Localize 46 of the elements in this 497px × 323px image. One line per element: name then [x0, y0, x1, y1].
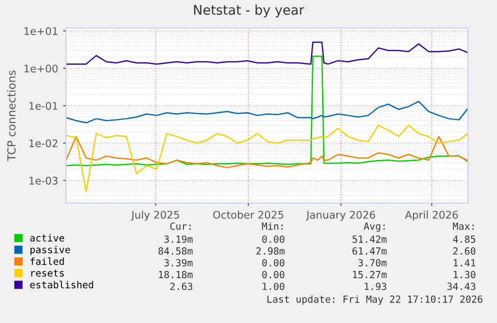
x-tick-label: July 2025: [130, 210, 180, 221]
text: Avg:: [364, 222, 385, 232]
text: 84.58m: [158, 247, 193, 255]
legend-label: passive: [30, 246, 70, 256]
text: 1.00: [262, 282, 284, 290]
text: 3.19m: [164, 235, 193, 243]
line-series: [66, 42, 468, 65]
y-tick-label: 1e-01: [29, 102, 58, 110]
text: 1.93: [364, 282, 386, 290]
line-series: [66, 56, 468, 166]
x-tick-label: April 2026: [404, 210, 458, 221]
line-series: [66, 124, 468, 192]
text: 2.98m: [256, 247, 285, 255]
chart-title: Netstat - by year: [194, 4, 304, 18]
y-tick-label: 1e+00: [24, 64, 58, 72]
text: 0.00: [262, 259, 284, 266]
line-series: [66, 100, 468, 124]
text: 3.39m: [164, 259, 193, 266]
text: Last update: Fri May 22 17:10:17 2026: [267, 295, 482, 305]
x-tick-label: October 2025: [213, 210, 284, 219]
text: 0.00: [262, 235, 284, 243]
y-tick-label: 1e-02: [29, 139, 58, 148]
y-tick-label: 1e-03: [29, 176, 58, 185]
text: 3.70m: [358, 259, 387, 266]
legend-label: failed: [30, 257, 64, 265]
y-axis-title: TCP connections: [7, 70, 16, 162]
text: 18.18m: [159, 270, 193, 278]
text: 0.00: [262, 270, 284, 278]
y-tick-label: 1e+01: [24, 27, 58, 36]
text: Max:: [452, 222, 474, 230]
text: 1.30: [454, 270, 476, 278]
text: 34.43: [447, 282, 476, 290]
text: Cur:: [170, 222, 191, 230]
legend-label: resets: [31, 270, 64, 277]
line-series: [66, 136, 468, 168]
x-tick-label: January 2026: [306, 210, 376, 221]
text: 15.27m: [353, 270, 387, 278]
text: 2.60: [453, 247, 476, 255]
text: 4.85: [453, 235, 476, 243]
text: 61.47m: [352, 247, 387, 255]
text: Min:: [262, 222, 283, 230]
legend-label: established: [30, 280, 94, 288]
text: 2.63: [170, 282, 192, 290]
text: 51.42m: [352, 235, 387, 243]
legend-label: active: [30, 234, 64, 242]
text: 1.41: [454, 259, 476, 266]
